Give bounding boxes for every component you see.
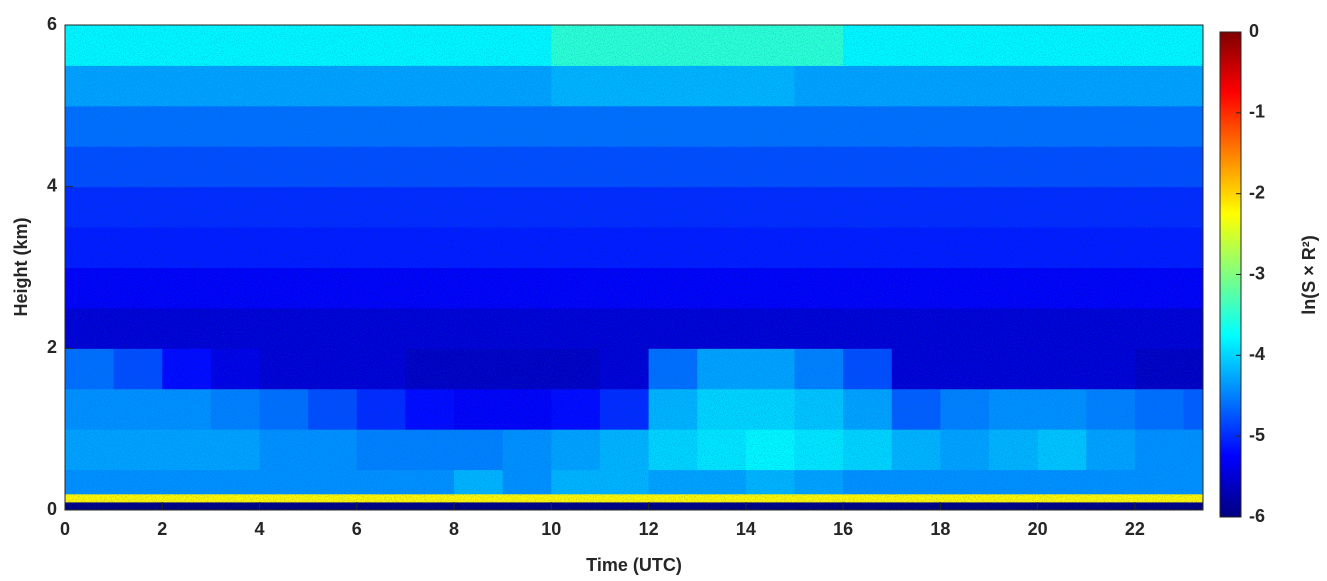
- x-tick-label: 0: [60, 519, 70, 539]
- colorbar-tick-label: -3: [1249, 263, 1265, 283]
- x-tick-label: 4: [255, 519, 265, 539]
- y-tick-label: 0: [47, 499, 57, 519]
- x-tick-label: 6: [352, 519, 362, 539]
- colorbar-tick-label: -4: [1249, 344, 1265, 364]
- x-tick-label: 20: [1028, 519, 1048, 539]
- y-tick-label: 2: [47, 337, 57, 357]
- colorbar-label: ln(S × R²): [1299, 235, 1319, 315]
- x-tick-label: 12: [639, 519, 659, 539]
- x-tick-label: 14: [736, 519, 756, 539]
- y-tick-label: 4: [47, 175, 57, 195]
- x-tick-label: 2: [157, 519, 167, 539]
- x-tick-label: 18: [930, 519, 950, 539]
- colorbar-tick-label: 0: [1249, 21, 1259, 41]
- x-tick-label: 10: [541, 519, 561, 539]
- x-tick-label: 16: [833, 519, 853, 539]
- colorbar-tick-label: -2: [1249, 182, 1265, 202]
- colorbar-tick-label: -1: [1249, 102, 1265, 122]
- colorbar-tick-label: -5: [1249, 425, 1265, 445]
- x-tick-label: 22: [1125, 519, 1145, 539]
- texture: [65, 25, 1203, 510]
- x-tick-label: 8: [449, 519, 459, 539]
- y-tick-label: 6: [47, 14, 57, 34]
- x-axis-label: Time (UTC): [586, 555, 682, 575]
- plot-frame: [64, 24, 1204, 511]
- y-axis-label: Height (km): [11, 217, 31, 316]
- colorbar-tick-label: -6: [1249, 506, 1265, 526]
